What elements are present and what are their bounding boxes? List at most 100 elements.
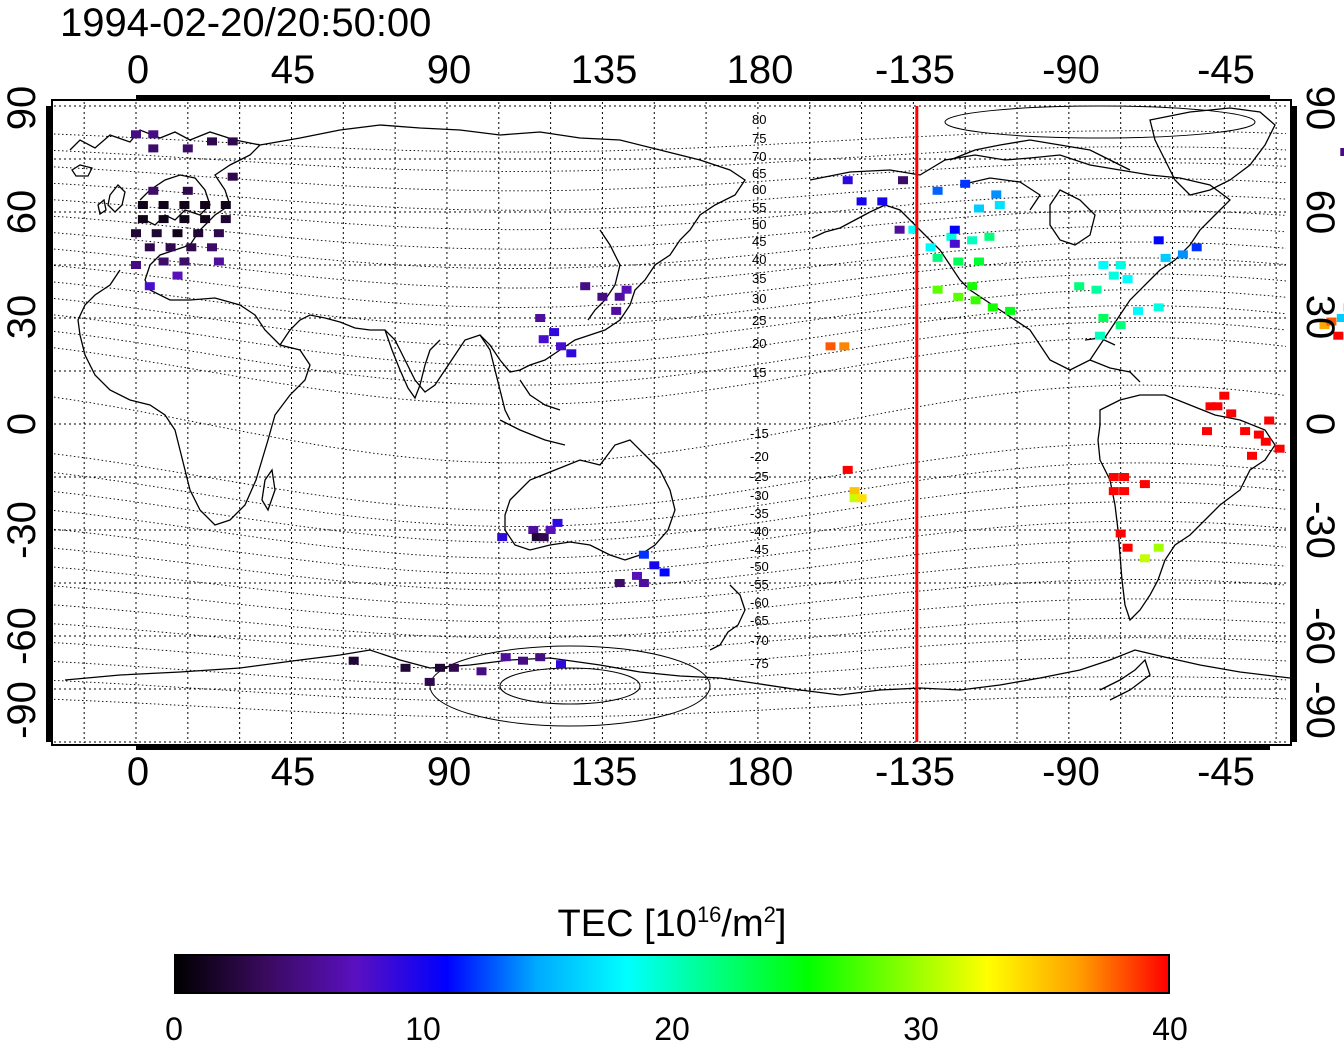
magnetic-latitude-label: 45: [752, 234, 766, 249]
tec-point: [1260, 437, 1271, 446]
x-tick-top: 0: [126, 48, 150, 92]
coast-south-america: [1097, 394, 1276, 622]
tec-point: [614, 579, 625, 587]
tec-point: [179, 257, 190, 266]
magnetic-latitude-contour: [53, 130, 1287, 153]
magnetic-latitude-contour: [53, 617, 1287, 655]
tec-point: [158, 257, 169, 266]
tec-point: [535, 314, 546, 322]
tec-point: [207, 137, 217, 146]
magnetic-latitude-label: -65: [750, 613, 769, 628]
colorbar-tick: 40: [1152, 1011, 1188, 1047]
tec-point: [925, 243, 936, 252]
magnetic-latitude-contour: [53, 442, 1287, 512]
tec-point: [151, 229, 162, 238]
tec-point: [545, 526, 556, 534]
coastlines: [64, 107, 1291, 701]
magnetic-latitude-label: -55: [750, 577, 769, 592]
tec-point: [894, 225, 905, 234]
tec-point: [165, 243, 176, 252]
x-tick-bottom: 45: [270, 750, 316, 794]
coast-antarctic-peninsula: [1099, 658, 1151, 701]
tec-point: [186, 243, 197, 252]
y-tick-left: -60: [0, 607, 44, 665]
tec-point: [172, 229, 183, 238]
x-tick-top: 45: [270, 48, 316, 92]
tec-point: [193, 229, 204, 238]
tec-point: [144, 243, 155, 252]
magnetic-latitude-contour: [53, 579, 1287, 623]
colorbar-tick: 0: [165, 1011, 183, 1047]
coast-india: [384, 329, 441, 400]
magnetic-latitude-contour: [53, 193, 1287, 231]
axis-bar-bottom: [136, 744, 1270, 750]
magnetic-latitude-label: -15: [750, 426, 769, 441]
tec-point: [556, 660, 566, 669]
tec-point: [632, 571, 642, 580]
tec-point: [1108, 487, 1119, 496]
magnetic-latitude-label: -30: [750, 488, 769, 503]
map-title: 1994-02-20/20:50:00: [60, 1, 432, 45]
magnetic-latitude-label: 40: [752, 252, 766, 267]
coast-new-zealand: [709, 584, 746, 651]
coast-iceland: [71, 164, 93, 177]
tec-point: [1108, 473, 1119, 481]
tec-point: [552, 518, 563, 527]
tec-point: [182, 186, 193, 195]
y-tick-left: 60: [0, 189, 44, 235]
tec-point: [1219, 391, 1230, 400]
tec-point: [1122, 275, 1133, 284]
y-tick-right: -90: [1298, 681, 1342, 739]
magnetic-latitude-label: 20: [752, 336, 766, 351]
tec-point: [220, 215, 231, 224]
magnetic-latitude-contour: [53, 146, 1287, 172]
tec-point: [137, 201, 148, 209]
colorbar-title-unit: /m: [721, 903, 764, 945]
tec-point: [974, 257, 984, 266]
tec-point: [1247, 451, 1257, 460]
y-tick-right: -60: [1298, 607, 1342, 665]
tec-point: [949, 239, 960, 248]
tec-point: [960, 179, 971, 188]
magnetic-latitude-contour: [53, 637, 1287, 670]
tec-point: [497, 533, 508, 542]
tec-point: [182, 144, 193, 153]
coast-hudson-bay: [1049, 189, 1096, 246]
tec-point: [500, 653, 511, 662]
magnetic-latitude-label: -40: [750, 524, 769, 539]
tec-point: [946, 232, 957, 241]
tec-point: [137, 215, 148, 224]
magnetic-pole-loop-north: [944, 105, 1256, 139]
colorbar-title-prefix: TEC [10: [557, 903, 697, 945]
colorbar-tick: 10: [405, 1011, 441, 1047]
magnetic-latitude-contour: [53, 384, 1287, 464]
coast-arctic-islands: [949, 139, 1131, 211]
magnetic-latitude-contour: [53, 162, 1287, 192]
tec-point: [158, 201, 169, 209]
tec-point: [227, 137, 238, 146]
tec-point: [1108, 271, 1119, 280]
tec-point: [535, 653, 546, 662]
x-tick-top: -135: [874, 48, 956, 92]
magnetic-latitude-label: -60: [750, 595, 769, 610]
magnetic-latitude-contour: [53, 676, 1287, 702]
magnetic-latitude-label: -20: [750, 449, 769, 464]
magnetic-latitude-label: 70: [752, 149, 766, 164]
magnetic-latitude-contour: [53, 178, 1287, 211]
tec-point: [932, 186, 943, 195]
tec-point: [987, 303, 998, 312]
magnetic-latitude-label: 80: [752, 112, 766, 127]
colorbar-tick: 20: [654, 1011, 690, 1047]
magnetic-latitude-contour: [53, 598, 1287, 639]
magnetic-latitude-contour: [53, 462, 1287, 527]
coast-antarctica: [64, 649, 1291, 696]
tec-point: [213, 257, 224, 266]
magnetic-pole-loop-south-outer: [429, 645, 711, 727]
tec-point: [842, 176, 853, 185]
tec-point: [207, 243, 217, 252]
grid-lines: [54, 102, 1289, 743]
axis-bar-right: [1291, 106, 1297, 742]
axis-bar-top: [136, 95, 1270, 101]
coast-madagascar: [261, 468, 276, 512]
